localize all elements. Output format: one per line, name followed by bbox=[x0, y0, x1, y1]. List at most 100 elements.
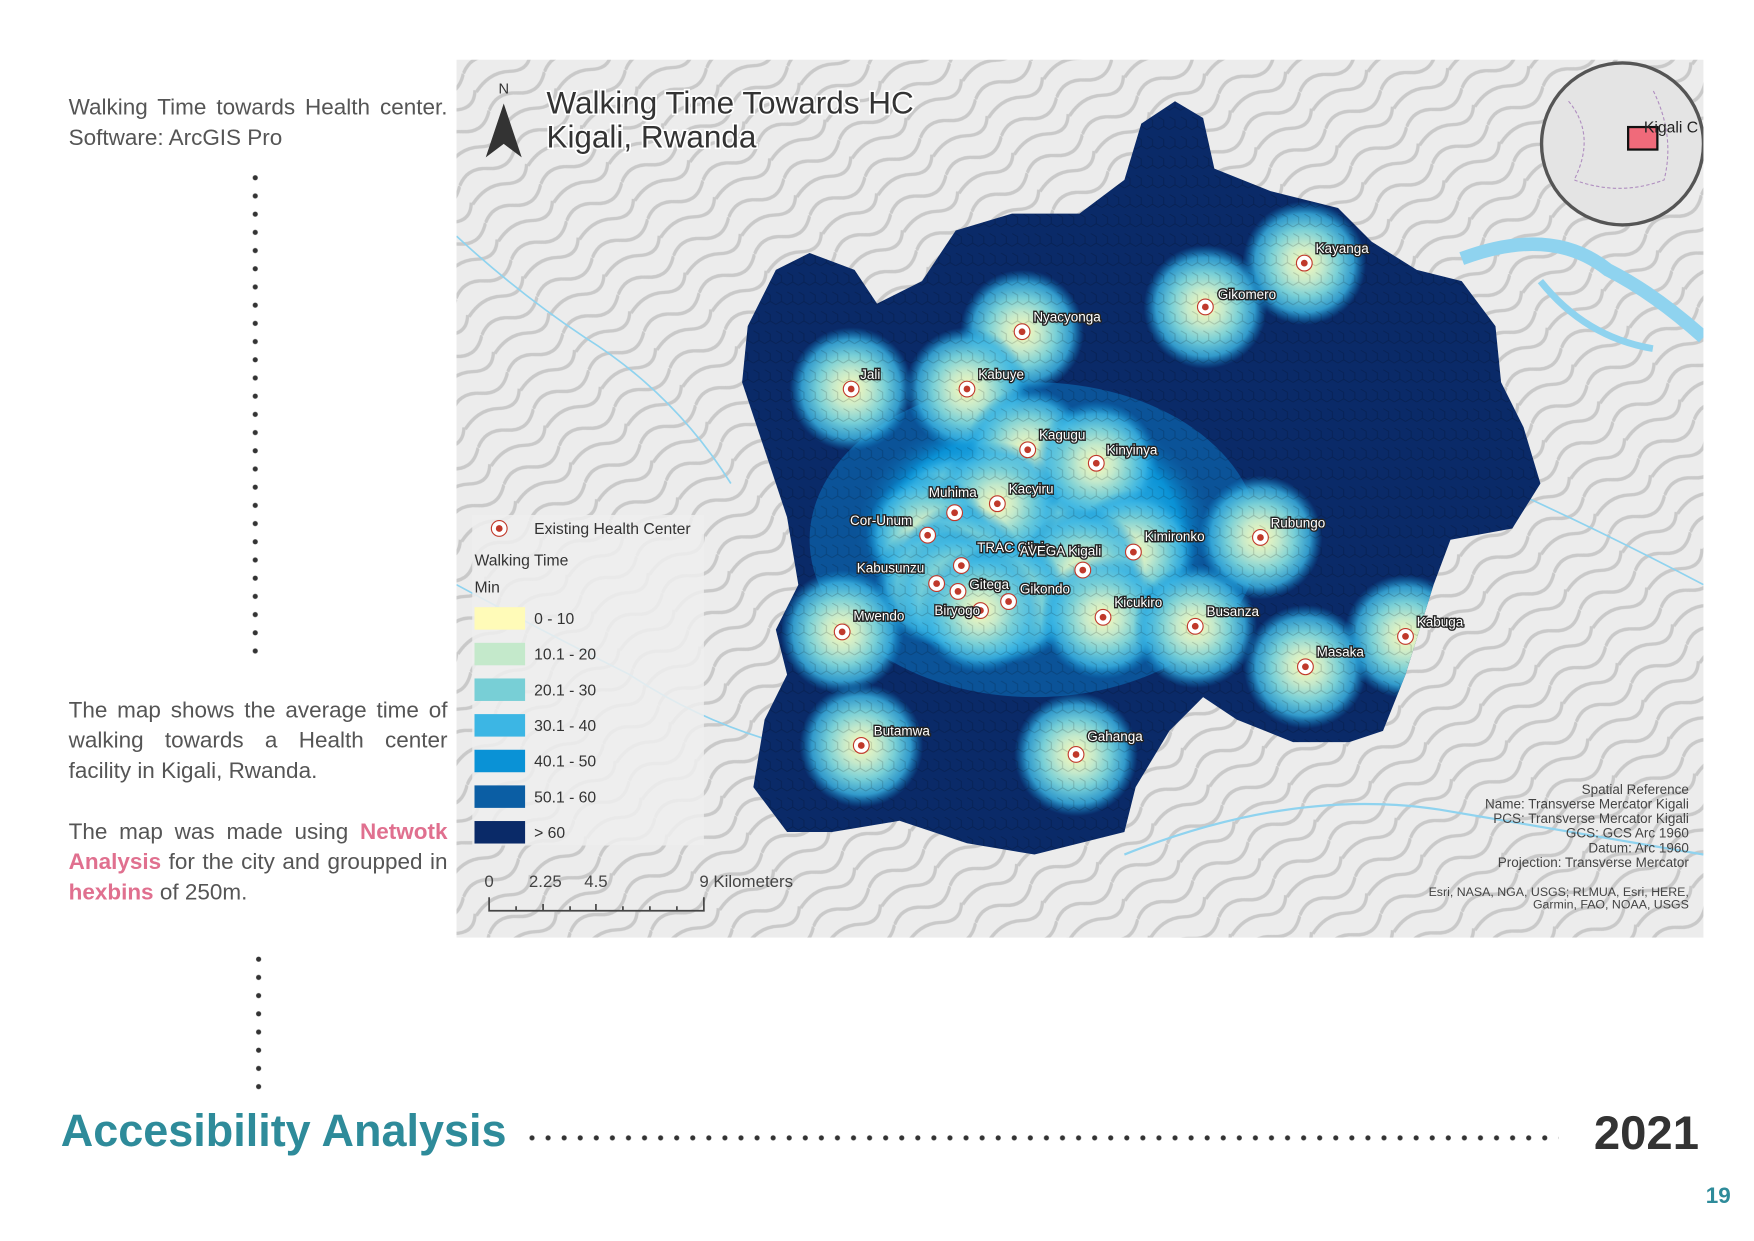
page-number: 19 bbox=[1705, 1183, 1731, 1209]
legend-class-label: > 60 bbox=[534, 825, 565, 842]
health-center-icon bbox=[1402, 633, 1409, 640]
place-label: Kabuga bbox=[1417, 614, 1464, 629]
scale-label: 4.5 bbox=[584, 872, 607, 891]
place-label: Kabuye bbox=[978, 367, 1024, 382]
legend-swatch bbox=[474, 714, 526, 737]
health-center-icon bbox=[963, 385, 971, 393]
legend-swatch bbox=[474, 642, 526, 666]
health-center-icon bbox=[1257, 534, 1264, 541]
legend-unit: Min bbox=[474, 580, 499, 597]
highlight: Netwotk Analysis bbox=[68, 819, 448, 875]
health-center-icon bbox=[951, 509, 958, 517]
health-center-icon bbox=[1302, 663, 1309, 671]
method-text: The map was made using Netwotk Analysis … bbox=[69, 817, 448, 908]
legend-class-label: 40.1 - 50 bbox=[534, 754, 596, 771]
place-label: Butamwa bbox=[874, 723, 931, 738]
inset-map bbox=[1539, 61, 1704, 227]
place-label: Rubungo bbox=[1271, 515, 1326, 530]
place-label: Mwendo bbox=[853, 609, 904, 624]
scale-label: 9 Kilometers bbox=[699, 872, 793, 891]
place-label: Gikomero bbox=[1218, 287, 1276, 302]
legend-swatch bbox=[474, 678, 526, 701]
footer-title: Accesibility Analysis bbox=[60, 1106, 507, 1156]
health-center-icon bbox=[977, 607, 984, 614]
legend-label: Existing Health Center bbox=[534, 521, 691, 538]
place-label: Jali bbox=[860, 367, 880, 382]
legend-swatch bbox=[474, 607, 526, 630]
legend-swatch bbox=[474, 785, 526, 808]
north-label: N bbox=[498, 81, 509, 97]
legend-class-label: 10.1 - 20 bbox=[534, 647, 596, 664]
inset-label: Kigali C bbox=[1644, 120, 1698, 137]
caption: Walking Time towards Health center. Soft… bbox=[68, 95, 448, 151]
scale-label: 0 bbox=[484, 872, 493, 891]
dotted-divider bbox=[254, 950, 264, 1102]
legend-class-label: 0 - 10 bbox=[534, 611, 574, 628]
health-center-icon bbox=[957, 562, 965, 569]
map: Kayanga Gikomero Nyacyonga Jali Kabuye Kagugu… bbox=[456, 59, 1704, 938]
place-label: Kimironko bbox=[1145, 529, 1205, 544]
rivers bbox=[456, 235, 1704, 856]
place-label: Masaka bbox=[1317, 645, 1365, 660]
spatial-reference: GCS: GCS Arc 1960 bbox=[1566, 826, 1689, 841]
health-center-icon bbox=[1191, 622, 1199, 630]
health-center-icon bbox=[993, 500, 1001, 508]
place-label: Busanza bbox=[1206, 604, 1259, 619]
map-subtitle: Kigali, Rwanda bbox=[546, 119, 756, 154]
legend-class-label: 50.1 - 60 bbox=[534, 789, 596, 806]
health-center-icon bbox=[857, 742, 865, 749]
attribution: Garmin, FAO, NOAA, USGS bbox=[1533, 898, 1689, 912]
legend-swatch bbox=[474, 749, 526, 773]
text: of 250m. bbox=[153, 880, 248, 906]
health-center-icon bbox=[1300, 259, 1308, 267]
spatial-reference: Spatial Reference bbox=[1582, 782, 1689, 797]
place-label: Kacyiru bbox=[1009, 482, 1054, 497]
health-center-icon bbox=[1005, 598, 1012, 605]
health-center-icon bbox=[1099, 613, 1107, 621]
place-label: Kagugu bbox=[1039, 428, 1086, 443]
text: The map was made using bbox=[68, 819, 361, 845]
health-center-icon bbox=[847, 385, 855, 393]
spatial-reference: Projection: Transverse Mercator bbox=[1498, 855, 1690, 870]
footer-year: 2021 bbox=[1593, 1106, 1699, 1160]
place-label: Cor-Unum bbox=[850, 513, 912, 528]
health-center-icon bbox=[838, 628, 846, 636]
inset-extent bbox=[1627, 125, 1659, 151]
legend-class-label: 30.1 - 40 bbox=[534, 718, 596, 735]
health-center-icon bbox=[1130, 548, 1137, 556]
place-label: Gahanga bbox=[1087, 729, 1143, 744]
inset-border bbox=[1568, 89, 1669, 189]
place-label: Kicukiro bbox=[1114, 595, 1162, 610]
health-center-icon bbox=[954, 588, 962, 595]
dotted-divider bbox=[250, 168, 260, 664]
hexbin-grid bbox=[742, 101, 1541, 855]
health-center-icon bbox=[1072, 751, 1080, 758]
description: The map shows the average time of walkin… bbox=[68, 698, 448, 784]
legend-title: Walking Time bbox=[474, 553, 568, 570]
health-center-icon bbox=[1024, 446, 1032, 454]
map-title: Walking Time Towards HC bbox=[546, 86, 913, 121]
health-center-icon bbox=[1018, 328, 1026, 336]
attribution: Esri, NASA, NGA, USGS; RLMUA, Esri, HERE… bbox=[1429, 885, 1689, 899]
place-label: TRAC Clinic bbox=[977, 540, 1051, 555]
health-center-icon bbox=[924, 531, 932, 539]
place-label: Kinyinya bbox=[1106, 442, 1157, 457]
place-label: Biryogo bbox=[934, 603, 980, 618]
health-center-icon bbox=[933, 580, 940, 587]
scale-label: 2.25 bbox=[529, 872, 562, 891]
legend-swatch bbox=[474, 821, 526, 844]
place-label: AVEGA Kigali bbox=[1020, 543, 1101, 558]
health-center-icon bbox=[1201, 303, 1209, 311]
text: for the city and groupped in bbox=[161, 850, 448, 875]
spatial-reference: Datum: Arc 1960 bbox=[1588, 840, 1688, 855]
scale-bar bbox=[488, 897, 705, 912]
place-label: Muhima bbox=[929, 485, 977, 500]
legend-class-label: 20.1 - 30 bbox=[534, 682, 596, 699]
place-label: Gitega bbox=[969, 577, 1009, 592]
spatial-reference: PCS: Transverse Mercator Kigali bbox=[1493, 811, 1689, 826]
place-label: Nyacyonga bbox=[1033, 310, 1101, 325]
dotted-leader bbox=[523, 1130, 1559, 1146]
place-label: Kabusunzu bbox=[857, 560, 924, 575]
